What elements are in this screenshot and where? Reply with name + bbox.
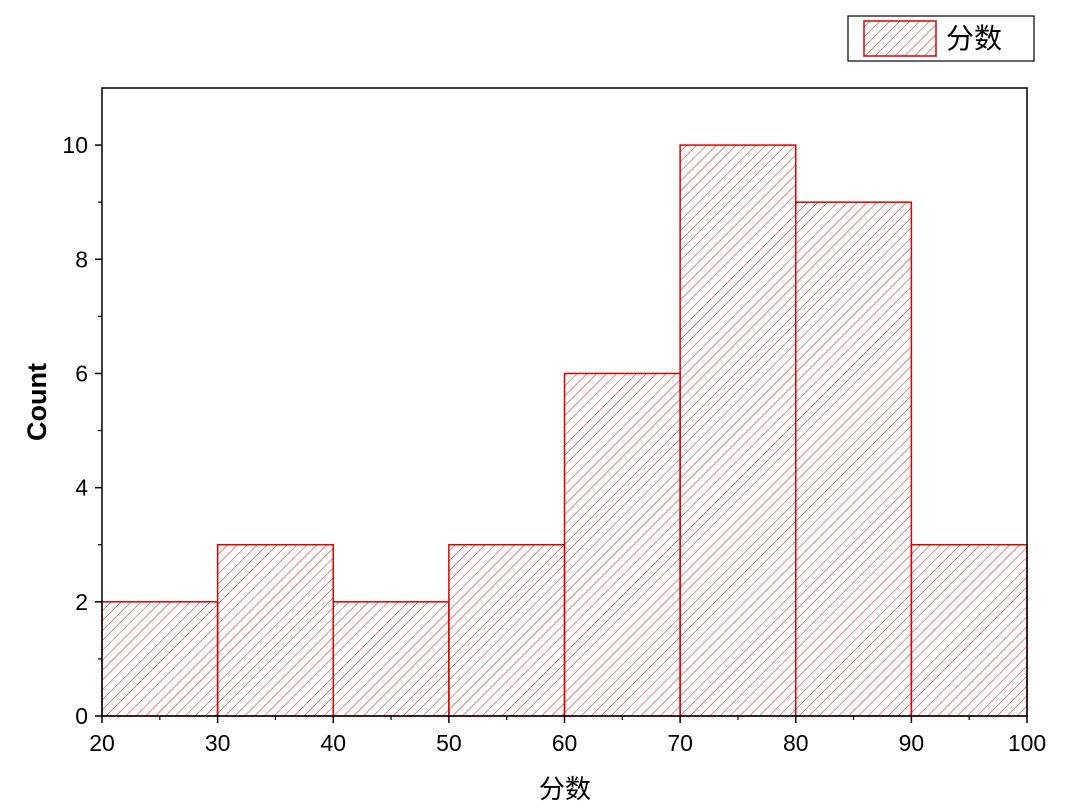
- histogram-bar-50-60: [448, 543, 566, 717]
- histogram-bar-80-90: [795, 201, 913, 717]
- histogram-bar-40-50: [332, 601, 450, 717]
- x-tick-label: 50: [436, 730, 462, 756]
- histogram-bar-30-40: [216, 543, 334, 717]
- x-tick-label: 70: [667, 730, 693, 756]
- ticks-layer: 20 30 40 50 60 70 80 90 100 0 2 4 6 8 10: [62, 132, 1046, 756]
- y-tick-label: 8: [75, 246, 88, 272]
- y-axis-title: Count: [22, 363, 52, 441]
- histogram-bar-20-30: [101, 601, 219, 717]
- legend: 分数: [847, 15, 1035, 62]
- histogram-bar-90-100: [910, 543, 1028, 717]
- bars-layer: [101, 144, 1028, 717]
- y-tick-label: 4: [75, 475, 88, 501]
- x-tick-label: 40: [320, 730, 346, 756]
- x-tick-label: 80: [783, 730, 809, 756]
- x-tick-label: 100: [1008, 730, 1046, 756]
- legend-label: 分数: [946, 22, 1002, 55]
- histogram-bar-60-70: [563, 372, 681, 717]
- y-tick-label: 10: [62, 132, 88, 158]
- x-axis-title: 分数: [539, 775, 591, 805]
- y-tick-label: 2: [75, 589, 88, 615]
- x-tick-label: 30: [205, 730, 231, 756]
- y-tick-label: 6: [75, 360, 88, 386]
- histogram-bar-70-80: [679, 144, 797, 717]
- x-tick-label: 20: [89, 730, 115, 756]
- x-tick-label: 60: [552, 730, 578, 756]
- x-tick-label: 90: [899, 730, 925, 756]
- y-tick-label: 0: [75, 703, 88, 729]
- legend-swatch: [863, 20, 937, 57]
